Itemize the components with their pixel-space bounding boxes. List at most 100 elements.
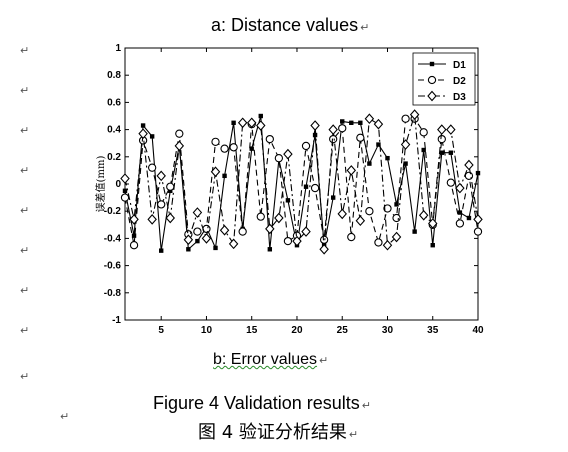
circle-marker <box>446 178 455 187</box>
square-marker <box>430 243 435 248</box>
diamond-marker <box>129 214 139 225</box>
x-tick-label: 20 <box>291 325 303 336</box>
y-tick-label: -0.2 <box>104 206 122 217</box>
paragraph-mark: ↵ <box>20 85 30 97</box>
square-marker <box>131 233 137 238</box>
series-line <box>124 118 479 246</box>
circle-marker <box>419 128 428 137</box>
y-tick-label: -0.4 <box>104 233 122 244</box>
square-marker <box>258 113 263 119</box>
circle-marker <box>392 213 401 223</box>
figure-caption-zh-text: 图 4 验证分析结果 <box>198 422 347 443</box>
paragraph-mark: ↵ <box>20 45 30 57</box>
diamond-marker <box>328 124 338 135</box>
paragraph-mark: ↵ <box>361 400 371 412</box>
diamond-marker <box>364 113 375 125</box>
square-marker <box>385 155 390 161</box>
circle-marker <box>329 134 338 144</box>
series-d2 <box>120 114 483 250</box>
subplot-b-title: b: Error values ↵ <box>213 351 328 369</box>
circle-marker <box>148 163 157 172</box>
diamond-marker <box>346 165 357 176</box>
subplot-a-title: a: Distance values ↵ <box>211 15 369 36</box>
subplot-a-title-text: a: Distance values <box>211 15 359 35</box>
square-marker <box>457 210 463 215</box>
diamond-marker <box>446 124 456 135</box>
circle-marker <box>356 133 365 142</box>
diamond-marker <box>418 209 429 221</box>
y-tick-label: 0.6 <box>107 97 121 108</box>
x-tick-label: 35 <box>427 325 439 336</box>
square-marker <box>231 120 236 125</box>
figure-caption-zh: 图 4 验证分析结果 ↵ <box>198 418 358 444</box>
circle-marker <box>319 235 329 244</box>
diamond-marker <box>337 208 347 220</box>
diamond-marker <box>428 218 438 229</box>
diamond-marker <box>274 212 284 224</box>
circle-marker <box>365 207 374 216</box>
square-marker <box>340 119 345 124</box>
circle-marker <box>274 154 284 163</box>
diamond-marker <box>192 207 203 218</box>
circle-marker <box>256 212 265 221</box>
circle-marker <box>310 183 320 193</box>
circle-marker <box>220 144 229 153</box>
circle-marker <box>437 134 446 144</box>
y-tick-label: 0.4 <box>107 125 121 136</box>
paragraph-mark: ↵ <box>20 325 30 337</box>
x-tick-label: 40 <box>472 325 484 336</box>
series-line <box>124 114 479 250</box>
figure-caption-en: Figure 4 Validation results ↵ <box>153 393 371 414</box>
diamond-marker <box>310 120 320 131</box>
square-marker <box>475 170 481 176</box>
diamond-marker <box>237 117 248 129</box>
paragraph-mark: ↵ <box>319 355 329 367</box>
legend-label: D2 <box>453 76 466 87</box>
square-marker <box>448 150 454 155</box>
y-tick-label: 0 <box>115 179 121 190</box>
circle-marker <box>283 236 293 246</box>
square-marker <box>358 120 363 125</box>
square-marker <box>285 198 291 203</box>
subplot-b-title-text: b: Error values <box>213 351 318 368</box>
paragraph-mark: ↵ <box>20 285 30 297</box>
circle-marker <box>166 182 175 191</box>
diamond-marker <box>138 128 148 140</box>
diamond-marker <box>246 117 257 129</box>
square-marker <box>312 132 318 138</box>
circle-marker <box>238 227 247 236</box>
diamond-marker <box>355 215 366 227</box>
y-tick-label: 0.8 <box>107 70 121 81</box>
y-tick-label: 1 <box>115 43 121 54</box>
y-tick-label: 0.2 <box>107 152 121 163</box>
paragraph-mark: ↵ <box>348 428 359 441</box>
square-marker <box>429 61 435 67</box>
square-marker <box>412 229 417 234</box>
circle-marker <box>175 129 184 138</box>
square-marker <box>122 188 128 193</box>
diamond-marker <box>473 214 483 225</box>
series-d3 <box>120 109 483 255</box>
circle-marker <box>157 200 166 209</box>
diamond-marker <box>219 224 230 236</box>
circle-marker <box>211 137 220 146</box>
square-marker <box>222 173 227 179</box>
circle-marker <box>427 75 437 85</box>
diamond-marker <box>147 214 157 225</box>
x-tick-label: 10 <box>201 325 213 336</box>
square-marker <box>367 161 372 166</box>
x-tick-label: 15 <box>246 325 258 336</box>
diamond-marker <box>228 238 239 250</box>
diamond-marker <box>292 235 302 247</box>
diamond-marker <box>174 140 185 152</box>
diamond-marker <box>409 109 420 120</box>
circle-marker <box>301 141 311 151</box>
diamond-marker <box>391 231 402 243</box>
diamond-marker <box>464 159 474 171</box>
square-marker <box>149 134 155 139</box>
square-marker <box>195 238 200 244</box>
circle-marker <box>401 114 410 123</box>
circle-marker <box>473 227 483 236</box>
square-marker <box>267 247 273 252</box>
